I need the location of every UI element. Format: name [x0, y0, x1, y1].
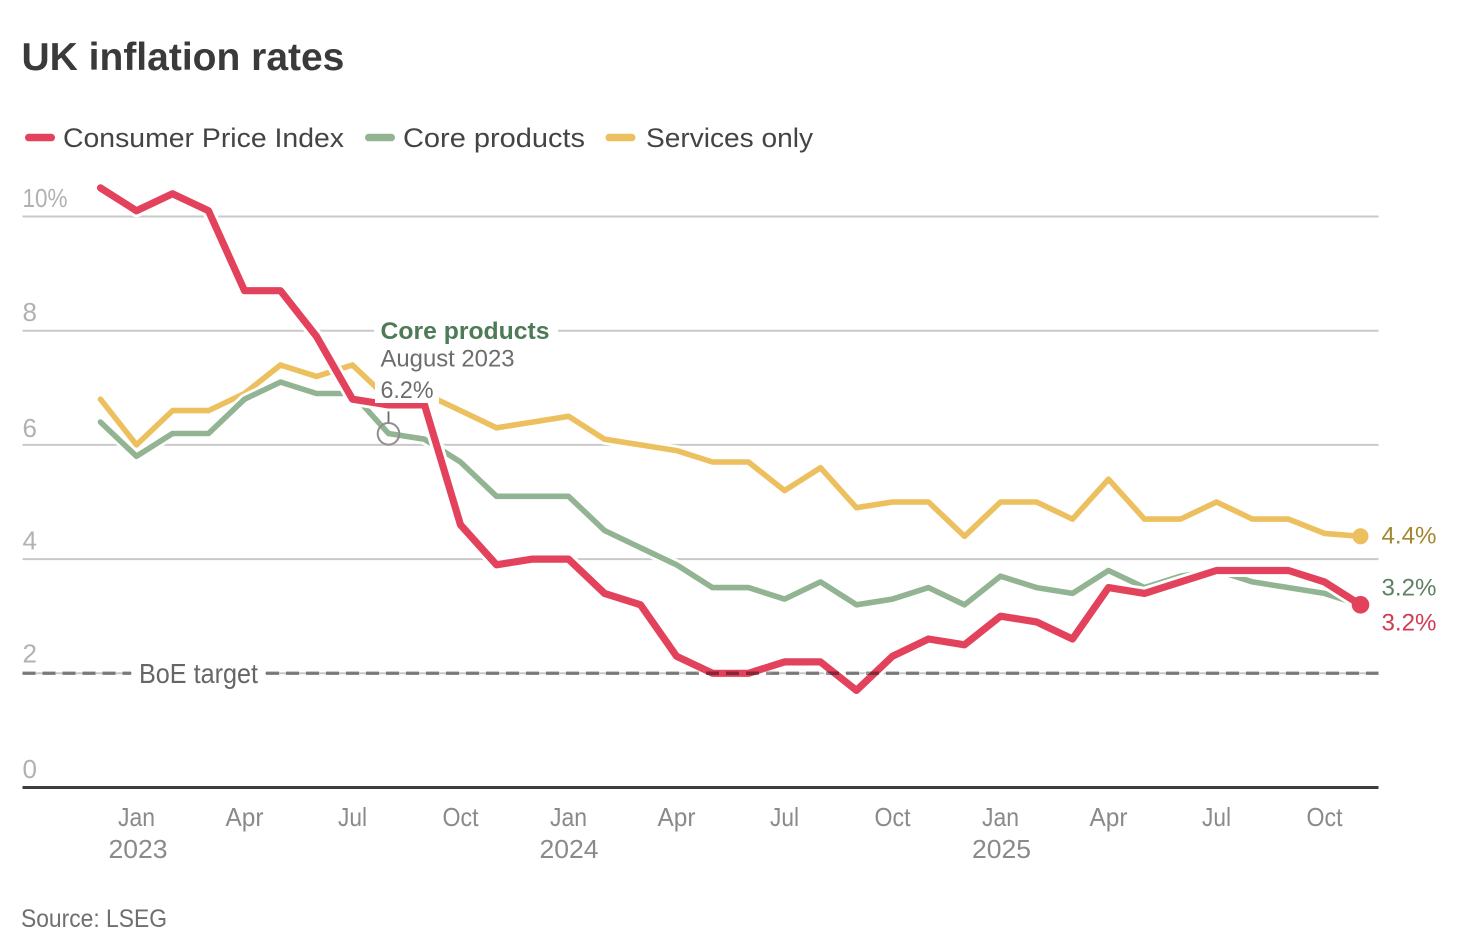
- svg-text:Consumer Price Index: Consumer Price Index: [63, 123, 345, 153]
- svg-text:10%: 10%: [23, 183, 68, 213]
- svg-text:Oct: Oct: [1307, 802, 1344, 832]
- svg-text:3.2%: 3.2%: [1382, 575, 1437, 602]
- svg-text:2025: 2025: [972, 834, 1031, 864]
- svg-text:3.2%: 3.2%: [1382, 610, 1437, 637]
- svg-text:Jan: Jan: [550, 802, 587, 832]
- svg-text:Core products: Core products: [403, 123, 585, 153]
- svg-text:Jul: Jul: [1202, 802, 1231, 832]
- svg-text:Apr: Apr: [658, 802, 696, 832]
- svg-text:August 2023: August 2023: [381, 346, 515, 373]
- svg-text:4.4%: 4.4%: [1382, 523, 1437, 550]
- svg-text:0: 0: [23, 754, 37, 784]
- svg-text:Core products: Core products: [381, 318, 550, 345]
- svg-text:Jan: Jan: [118, 802, 155, 832]
- svg-text:6: 6: [23, 413, 37, 443]
- svg-text:2: 2: [23, 639, 37, 669]
- svg-text:UK inflation rates: UK inflation rates: [22, 36, 345, 79]
- svg-text:Source: LSEG: Source: LSEG: [21, 905, 167, 933]
- svg-text:Jan: Jan: [982, 802, 1019, 832]
- svg-text:Jul: Jul: [770, 802, 799, 832]
- svg-text:8: 8: [23, 297, 37, 327]
- svg-text:Oct: Oct: [875, 802, 912, 832]
- svg-text:4: 4: [23, 526, 37, 556]
- svg-text:BoE target: BoE target: [139, 658, 258, 689]
- svg-text:Jul: Jul: [338, 802, 367, 832]
- svg-text:Oct: Oct: [443, 802, 480, 832]
- svg-text:Apr: Apr: [226, 802, 264, 832]
- svg-text:Apr: Apr: [1090, 802, 1128, 832]
- svg-text:6.2%: 6.2%: [381, 377, 434, 404]
- svg-text:2023: 2023: [109, 834, 168, 864]
- svg-text:Services only: Services only: [646, 123, 814, 153]
- svg-text:2024: 2024: [540, 834, 599, 864]
